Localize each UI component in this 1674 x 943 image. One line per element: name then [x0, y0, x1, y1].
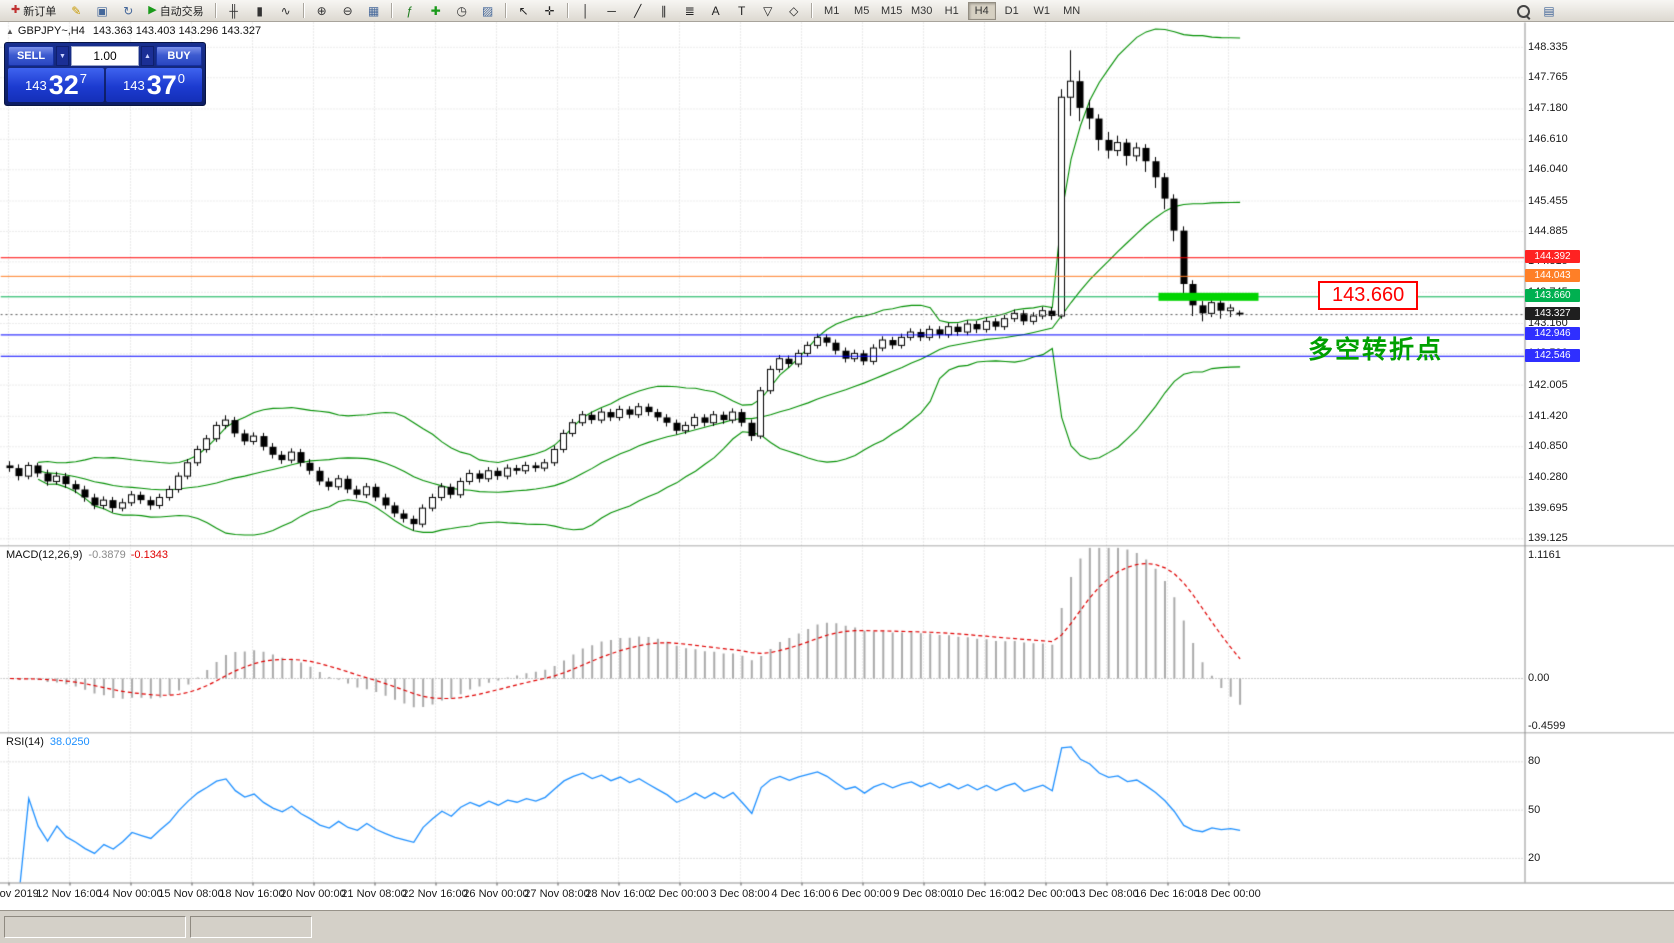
periods-icon[interactable]: ◷ [456, 3, 467, 18]
timeframe-m5[interactable]: M5 [854, 4, 870, 17]
templates-icon[interactable]: ▨ [482, 3, 494, 18]
text-icon[interactable]: A [711, 3, 720, 18]
macd-name: MACD(12,26,9) [6, 549, 83, 561]
symbol-period: GBPJPY~,H4 [17, 25, 85, 37]
indicators-icon[interactable]: ƒ [406, 3, 414, 18]
timeframe-d1[interactable]: D1 [1004, 4, 1019, 17]
buy-button[interactable]: BUY [156, 46, 202, 66]
toolbar: ✚ 新订单 ✎ ▣ ↻ ▶ 自动交易 ╫ ▮ ∿ ⊕ ⊖ ▦ ƒ ✚ ◷ ▨ ↖ ✛ │ ─ ╱ ∥ ≣ A T ▽ ◇ M1 M5 M15… [0, 0, 1674, 22]
rsi-label: RSI(14) 38.0250 [6, 736, 90, 748]
toolbar-right: ▤ [1510, 0, 1562, 22]
ohlc-values: 143.363 143.403 143.296 143.327 [92, 25, 262, 37]
timeframe-m15[interactable]: M15 [880, 4, 903, 17]
add-indicator-icon[interactable]: ✚ [430, 3, 441, 18]
timeframe-w1[interactable]: W1 [1033, 4, 1050, 17]
macd-value-main: -0.3879 [88, 549, 126, 561]
timeframe-m30[interactable]: M30 [910, 4, 933, 17]
shapes-icon[interactable]: ◇ [789, 3, 799, 18]
equidistant-channel-icon[interactable]: ∥ [660, 3, 667, 18]
macd-label: MACD(12,26,9) -0.3879 -0.1343 [6, 549, 168, 561]
macd-value-signal: -0.1343 [130, 549, 169, 561]
toolbar-separator [214, 3, 217, 18]
status-cell [190, 916, 312, 938]
zoom-in-icon[interactable]: ⊕ [316, 3, 327, 18]
price-annotation-box: 143.660 [1318, 281, 1419, 310]
chart-canvas[interactable] [0, 22, 1674, 910]
bar-chart-icon[interactable]: ╫ [229, 3, 238, 18]
buy-price-prefix: 143 [123, 77, 145, 93]
new-order-button[interactable]: ✚ 新订单 [11, 4, 57, 18]
volume-decrease-button[interactable]: ▼ [56, 46, 69, 66]
rsi-value: 38.0250 [49, 736, 90, 748]
pivot-note-text: 多空转折点 [1308, 336, 1444, 364]
trendline-icon[interactable]: ╱ [634, 3, 642, 18]
chart-header: ▲ GBPJPY~,H4 143.363 143.403 143.296 143.3… [6, 25, 261, 37]
vertical-line-icon[interactable]: │ [581, 3, 590, 18]
candlestick-chart-icon[interactable]: ▮ [256, 3, 263, 18]
sell-price-prefix: 143 [25, 77, 47, 93]
toolbar-separator [302, 3, 305, 18]
text-label-icon[interactable]: T [738, 3, 746, 18]
crosshair-icon[interactable]: ✛ [544, 3, 555, 18]
metaeditor-icon[interactable]: ✎ [71, 3, 82, 18]
status-cell [4, 916, 186, 938]
sell-price-box[interactable]: 143 32 7 [8, 68, 104, 102]
zoom-out-icon[interactable]: ⊖ [342, 3, 353, 18]
cursor-icon[interactable]: ↖ [518, 3, 529, 18]
auto-trading-button[interactable]: ▶ 自动交易 [148, 4, 204, 18]
terminal-icon[interactable]: ▣ [96, 3, 108, 18]
toolbar-separator [504, 3, 507, 18]
search-icon[interactable] [1511, 1, 1535, 21]
timeframe-h1[interactable]: H1 [944, 4, 959, 17]
fibonacci-icon[interactable]: ≣ [684, 3, 695, 18]
toolbar-separator [810, 3, 813, 18]
refresh-icon[interactable]: ↻ [123, 3, 134, 18]
sell-price-sup: 7 [79, 70, 87, 86]
toolbar-separator [566, 3, 569, 18]
volume-input[interactable] [71, 46, 139, 66]
rsi-name: RSI(14) [6, 736, 44, 748]
buy-price-sup: 0 [177, 70, 185, 86]
timeframe-m1[interactable]: M1 [824, 4, 840, 17]
status-bar [0, 910, 1674, 943]
chart-list-icon[interactable]: ▤ [1543, 4, 1555, 18]
sell-button[interactable]: SELL [8, 46, 54, 66]
timeframe-h4[interactable]: H4 [967, 1, 996, 20]
toolbar-separator [390, 3, 393, 18]
line-chart-icon[interactable]: ∿ [280, 3, 291, 18]
buy-price-box[interactable]: 143 37 0 [106, 68, 202, 102]
horizontal-line-icon[interactable]: ─ [607, 3, 616, 18]
timeframe-mn[interactable]: MN [1063, 4, 1081, 17]
toolbar-items: ✚ 新订单 ✎ ▣ ↻ ▶ 自动交易 ╫ ▮ ∿ ⊕ ⊖ ▦ ƒ ✚ ◷ ▨ ↖ ✛ │ ─ ╱ ∥ ≣ A T ▽ ◇ M1 M5 M15… [4, 0, 1087, 22]
buy-price-big: 37 [146, 69, 177, 100]
oneclick-collapse-icon[interactable]: ▲ [6, 27, 14, 36]
tile-windows-icon[interactable]: ▦ [368, 3, 380, 18]
volume-increase-button[interactable]: ▲ [141, 46, 154, 66]
sell-price-big: 32 [48, 69, 79, 100]
arrows-icon[interactable]: ▽ [763, 3, 773, 18]
